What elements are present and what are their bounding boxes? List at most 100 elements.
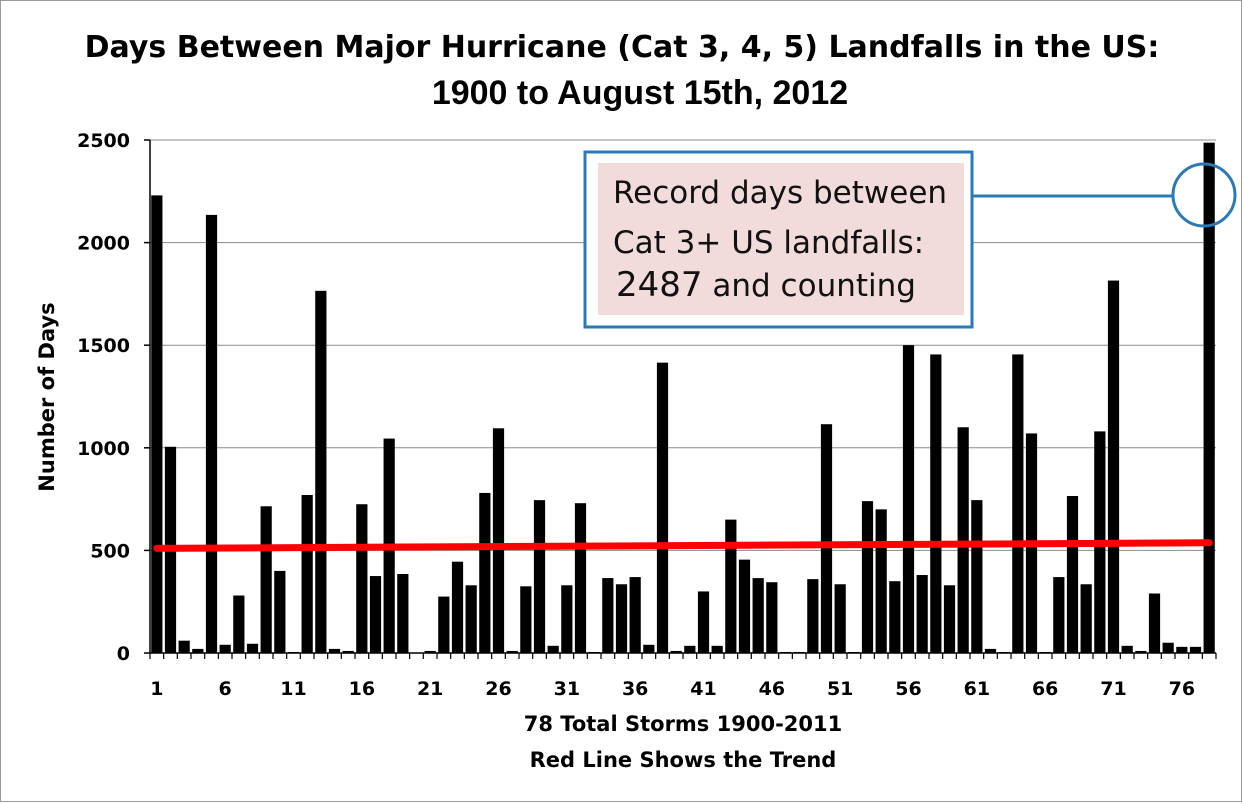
annotation-line-2: Cat 3+ US landfalls: <box>613 225 924 261</box>
bar <box>1107 280 1120 653</box>
bar <box>1203 142 1215 654</box>
bar <box>178 640 190 653</box>
bar <box>561 585 573 653</box>
bar <box>574 503 587 653</box>
x-tick-label: 21 <box>417 678 443 700</box>
bar <box>766 582 778 653</box>
annotation-line-3: 2487 and counting <box>616 265 916 305</box>
bar <box>479 492 491 653</box>
bar <box>506 650 518 653</box>
bar <box>205 214 218 653</box>
bar <box>971 500 983 653</box>
annotation-background <box>598 163 964 315</box>
bar <box>246 643 259 653</box>
bar <box>492 428 505 653</box>
bar <box>711 645 723 653</box>
bar <box>957 427 969 653</box>
bar <box>889 581 901 653</box>
bar <box>438 596 450 653</box>
x-tick-label: 56 <box>895 678 921 700</box>
y-tick-label: 1000 <box>77 438 130 460</box>
annotation-record-suffix: and counting <box>703 268 916 304</box>
y-axis-ticks: 0 500 1000 1500 2000 2500 <box>77 130 150 665</box>
bar <box>738 559 751 653</box>
bar <box>301 495 313 653</box>
x-axis-sublabel: Red Line Shows the Trend <box>530 748 837 772</box>
bar <box>807 579 819 653</box>
bar <box>602 578 614 653</box>
bar <box>629 577 641 653</box>
bar <box>984 648 997 653</box>
x-axis-ticks: 1 6 11 16 21 26 31 36 41 46 51 56 61 66 71 76 <box>149 653 1217 700</box>
y-tick-label: 1500 <box>77 335 130 357</box>
trend-line <box>153 539 1213 552</box>
bar <box>1080 584 1092 653</box>
bar <box>451 561 464 653</box>
bar <box>1066 496 1079 653</box>
y-tick-label: 0 <box>117 643 130 665</box>
bar <box>752 578 764 653</box>
bar <box>465 585 477 653</box>
y-tick-label: 2000 <box>77 233 130 255</box>
gridlines <box>150 139 1216 551</box>
x-tick-label: 36 <box>622 678 648 700</box>
chart-title: Days Between Major Hurricane (Cat 3, 4, … <box>85 30 1160 65</box>
bar <box>943 585 956 653</box>
x-tick-label: 26 <box>485 678 511 700</box>
bar <box>520 586 532 653</box>
bar <box>328 648 341 653</box>
x-tick-label: 51 <box>827 678 853 700</box>
bar <box>670 650 682 653</box>
bar <box>1148 593 1161 653</box>
bar <box>1135 650 1147 653</box>
annotation-circle <box>1171 162 1237 228</box>
bar <box>533 500 546 653</box>
y-tick-label: 500 <box>90 540 130 562</box>
bar <box>861 501 874 653</box>
bar <box>274 570 286 653</box>
x-tick-label: 66 <box>1032 678 1058 700</box>
bar <box>902 345 915 653</box>
bar <box>875 509 887 653</box>
bar <box>643 644 655 653</box>
bar <box>219 644 231 653</box>
bar <box>356 504 368 653</box>
bar <box>1162 642 1174 653</box>
bar <box>656 362 669 653</box>
bar <box>1176 646 1188 653</box>
x-tick-label: 46 <box>759 678 785 700</box>
x-axis-label: 78 Total Storms 1900-2011 <box>524 712 842 736</box>
bar <box>342 650 354 653</box>
bar <box>1053 577 1065 653</box>
x-tick-label: 76 <box>1169 678 1195 700</box>
trend-line-segment <box>153 539 1213 552</box>
x-tick-label: 41 <box>690 678 716 700</box>
bar <box>820 424 833 653</box>
x-tick-label: 61 <box>964 678 990 700</box>
y-tick-label: 2500 <box>77 130 130 152</box>
y-axis-label: Number of Days <box>35 302 59 491</box>
bar <box>260 506 272 653</box>
bar <box>192 648 204 653</box>
annotation-line-1: Record days between <box>613 175 947 211</box>
bar <box>615 584 628 653</box>
x-tick-label: 71 <box>1100 678 1126 700</box>
bar <box>725 519 737 653</box>
x-tick-label: 1 <box>150 678 163 700</box>
bar <box>684 645 696 653</box>
bar <box>930 354 942 653</box>
annotation-record-value: 2487 <box>616 265 703 305</box>
bar <box>151 195 163 653</box>
bar <box>315 290 327 653</box>
chart-subtitle: 1900 to August 15th, 2012 <box>432 74 848 112</box>
bar <box>369 576 382 653</box>
bar <box>397 574 409 653</box>
bar <box>547 645 559 653</box>
bar <box>1121 645 1133 653</box>
x-tick-label: 31 <box>554 678 580 700</box>
bar <box>834 584 846 653</box>
bar <box>1189 646 1202 653</box>
bar <box>233 595 245 653</box>
x-tick-label: 11 <box>280 678 306 700</box>
